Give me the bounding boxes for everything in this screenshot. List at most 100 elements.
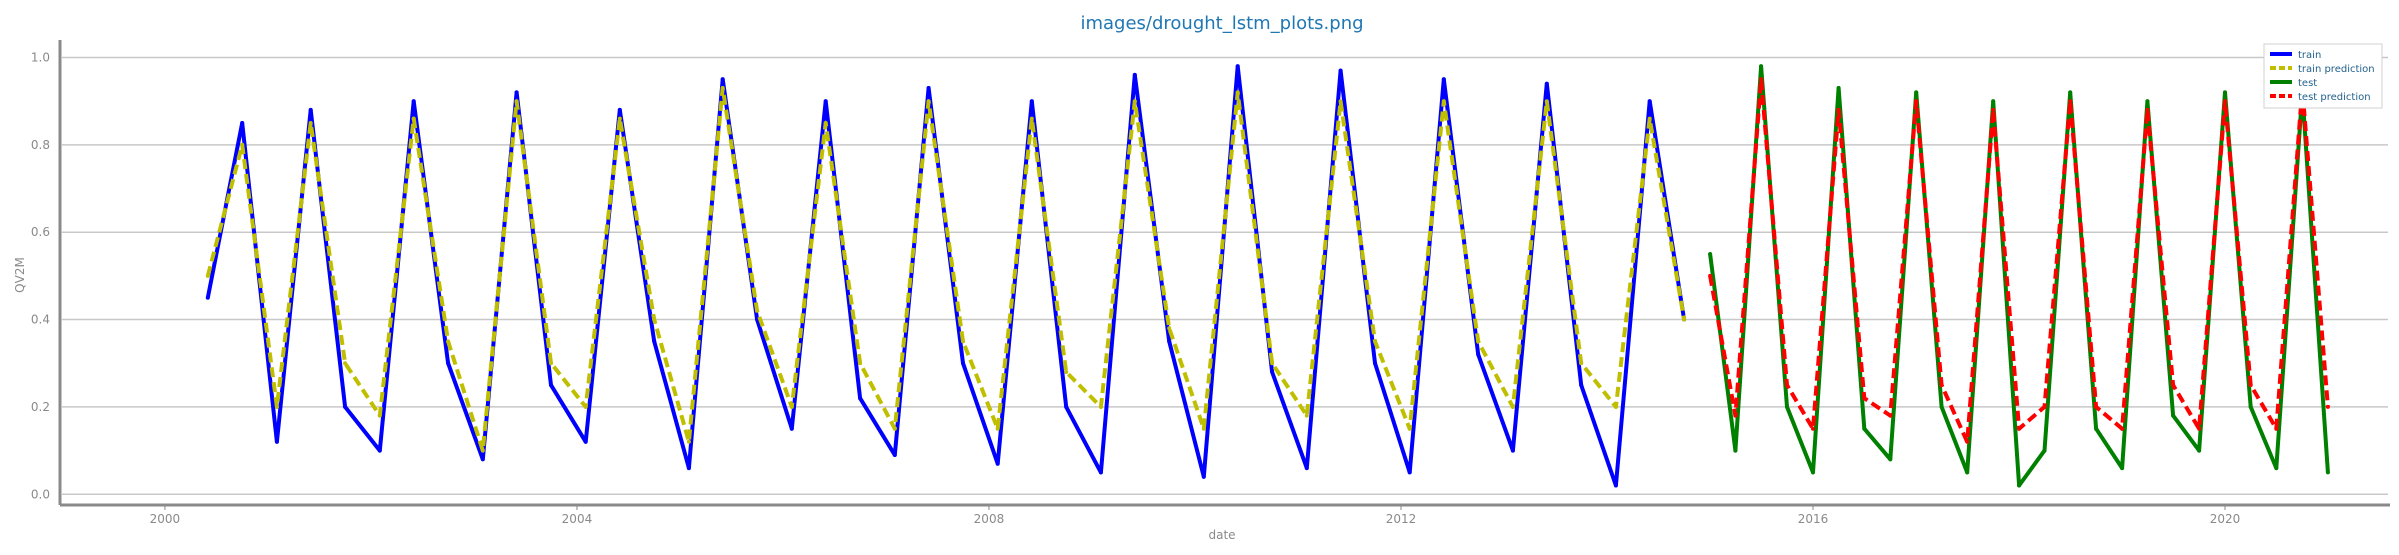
data-point	[2223, 90, 2227, 95]
data-point	[411, 99, 416, 104]
data-point	[1132, 99, 1137, 104]
data-point	[2017, 426, 2022, 431]
x-tick-label: 2008	[974, 512, 1005, 526]
data-point	[446, 339, 451, 344]
data-point	[1965, 470, 1970, 475]
data-point	[583, 404, 588, 409]
data-point	[1682, 317, 1687, 322]
data-point	[652, 317, 657, 322]
y-tick-label: 1.0	[31, 50, 50, 64]
data-point	[823, 121, 828, 125]
data-point	[926, 99, 931, 104]
data-point	[961, 339, 965, 344]
data-point	[1965, 439, 1970, 444]
data-point	[1373, 339, 1377, 344]
x-tick-labels: 2000 2004 2008 2012 2016 2020	[150, 505, 2240, 526]
data-point	[240, 121, 245, 125]
data-point	[2248, 404, 2253, 409]
data-point	[1613, 404, 1618, 409]
data-point	[274, 404, 279, 409]
data-point	[2068, 99, 2073, 104]
legend-label: train	[2298, 50, 2321, 61]
data-point	[2197, 448, 2202, 453]
data-point	[1167, 339, 1172, 344]
x-axis-label: date	[1208, 528, 1235, 542]
series-line-train	[205, 64, 1687, 488]
data-point	[1064, 370, 1069, 374]
chart-title: images/drought_lstm_plots.png	[1080, 13, 1363, 34]
data-point	[583, 439, 588, 444]
data-point	[720, 86, 725, 90]
data-point	[1811, 470, 1815, 475]
data-point	[308, 121, 313, 125]
data-point	[514, 90, 519, 95]
data-point	[1235, 90, 1240, 95]
data-point	[1888, 413, 1893, 418]
data-point	[2171, 383, 2176, 388]
data-point	[1270, 370, 1275, 374]
data-point	[1708, 273, 1713, 278]
data-point	[2325, 470, 2330, 475]
data-point	[1235, 64, 1240, 69]
data-point	[1579, 383, 1584, 388]
data-point	[2248, 383, 2253, 388]
data-point	[2274, 466, 2279, 471]
data-point	[2171, 413, 2176, 418]
data-point	[2094, 426, 2099, 431]
series-lines	[205, 64, 2330, 488]
data-point	[1407, 426, 1412, 431]
data-point	[1201, 426, 1206, 431]
data-point	[2274, 426, 2279, 431]
data-point	[1510, 448, 1515, 453]
series-line-test-prediction	[1708, 77, 2330, 444]
data-point	[1544, 81, 1549, 86]
data-point	[377, 413, 382, 418]
data-point	[1991, 107, 1996, 112]
data-point	[2068, 90, 2073, 95]
data-point	[549, 361, 553, 366]
data-point	[1939, 383, 1944, 388]
data-point	[1304, 413, 1309, 418]
data-point	[240, 142, 245, 147]
y-axis-label: QV2M	[13, 257, 27, 293]
data-point	[961, 361, 965, 366]
legend-label: train prediction	[2298, 64, 2375, 75]
data-point	[686, 439, 691, 444]
data-point	[1373, 361, 1377, 366]
data-point	[1338, 99, 1343, 104]
data-point	[1939, 404, 1944, 409]
data-point	[1888, 457, 1893, 462]
data-point	[1029, 99, 1034, 104]
data-point	[2325, 404, 2330, 409]
data-point	[892, 426, 897, 431]
data-point	[858, 396, 863, 401]
data-point	[652, 339, 657, 344]
series-line-train-prediction	[205, 86, 1687, 453]
x-tick-label: 2012	[1386, 512, 1417, 526]
data-point	[1647, 116, 1652, 121]
data-point	[1167, 326, 1172, 331]
legend: train train prediction test test prediction	[2263, 43, 2383, 109]
data-point	[343, 404, 348, 409]
data-point	[1338, 68, 1343, 73]
x-tick-label: 2016	[1798, 512, 1829, 526]
data-point	[480, 457, 485, 462]
data-point	[1304, 466, 1309, 471]
data-point	[1759, 64, 1764, 69]
data-point	[2042, 448, 2047, 453]
data-point	[1441, 77, 1446, 82]
data-point	[411, 116, 416, 121]
data-point	[446, 361, 451, 366]
data-point	[480, 448, 485, 453]
y-tick-label: 0.0	[31, 487, 50, 501]
x-tick-label: 2000	[150, 512, 181, 526]
legend-label: test prediction	[2298, 92, 2371, 103]
data-point	[205, 295, 210, 300]
data-point	[1862, 396, 1867, 401]
data-point	[2145, 107, 2150, 112]
data-point	[2042, 404, 2047, 409]
data-point	[617, 116, 622, 121]
data-point	[1270, 361, 1275, 366]
data-point	[823, 99, 828, 104]
